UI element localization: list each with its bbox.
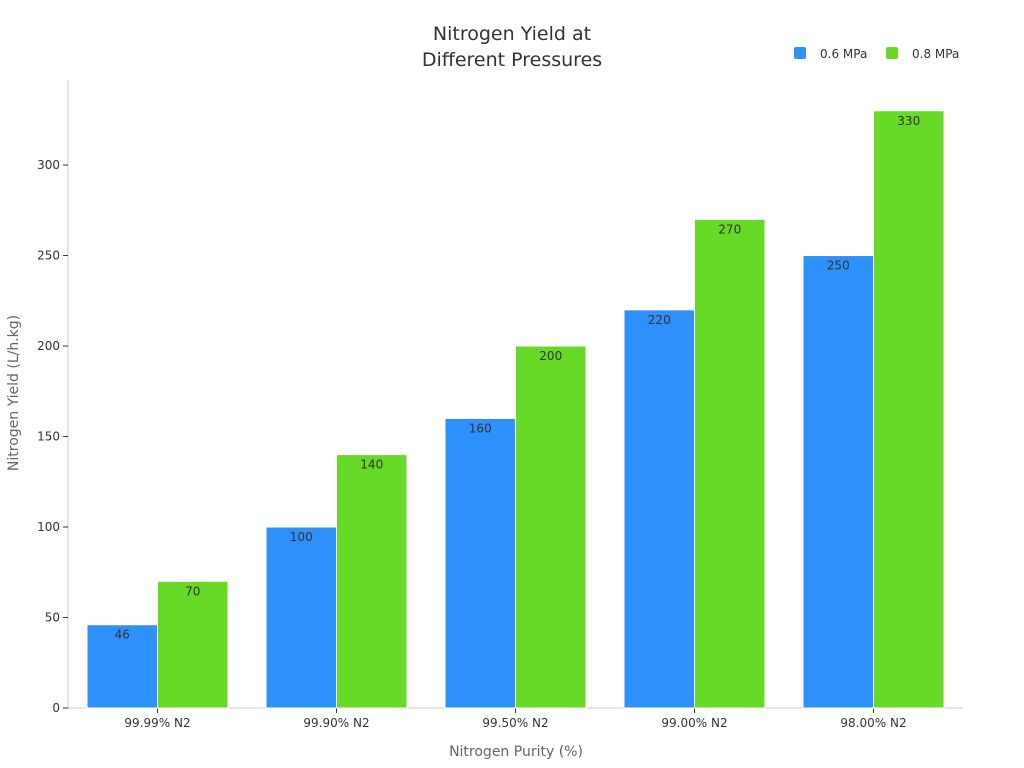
bar	[694, 218, 766, 709]
bar	[873, 110, 945, 709]
chart-title-line-1: Nitrogen Yield at	[433, 23, 591, 45]
bar-value-label: 70	[185, 584, 200, 598]
legend: 0.6 MPa 0.8 MPa	[794, 47, 959, 61]
bar	[802, 255, 874, 709]
chart-title-line-2: Different Pressures	[422, 49, 602, 71]
bar-value-label: 100	[290, 530, 313, 544]
legend-swatch	[794, 47, 806, 59]
bar-value-label: 46	[115, 628, 130, 642]
bar-value-label: 250	[827, 259, 850, 273]
bar-value-label: 140	[360, 458, 383, 472]
legend-label: 0.6 MPa	[820, 47, 867, 61]
x-tick-label: 99.50% N2	[482, 716, 548, 730]
bar-value-label: 200	[539, 349, 562, 363]
legend-swatch	[886, 47, 898, 59]
bar-value-label: 220	[648, 313, 671, 327]
y-tick-label: 0	[52, 701, 60, 715]
y-tick-label: 100	[37, 520, 60, 534]
y-tick-label: 300	[37, 158, 60, 172]
x-tick-label: 99.99% N2	[124, 716, 190, 730]
legend-label: 0.8 MPa	[912, 47, 959, 61]
x-axis-title: Nitrogen Purity (%)	[449, 744, 583, 760]
bar-value-label: 330	[897, 114, 920, 128]
data-labels: 46 70 100 140 160 200 220 270 250 330	[115, 114, 921, 642]
bar	[157, 580, 229, 709]
bars	[86, 110, 945, 709]
x-tick-label: 99.90% N2	[303, 716, 369, 730]
bar	[444, 417, 516, 709]
x-tick-label: 99.00% N2	[661, 716, 727, 730]
y-tick-label: 250	[37, 249, 60, 263]
bar	[265, 526, 337, 709]
x-tick-label: 98.00% N2	[840, 716, 906, 730]
y-tick-label: 50	[45, 611, 60, 625]
bar-value-label: 270	[718, 222, 741, 236]
chart-title: Nitrogen Yield at Different Pressures	[422, 23, 602, 71]
bar-value-label: 160	[469, 421, 492, 435]
axes: 0 50 100 150 200 250 300 99.99% N2 99.90% N2 99.5…	[37, 80, 963, 730]
bar	[86, 624, 158, 709]
y-tick-label: 200	[37, 339, 60, 353]
bar	[336, 454, 408, 709]
y-tick-label: 150	[37, 430, 60, 444]
bar	[515, 345, 587, 709]
bar	[623, 309, 695, 709]
y-axis-title: Nitrogen Yield (L/h.kg)	[6, 315, 22, 471]
